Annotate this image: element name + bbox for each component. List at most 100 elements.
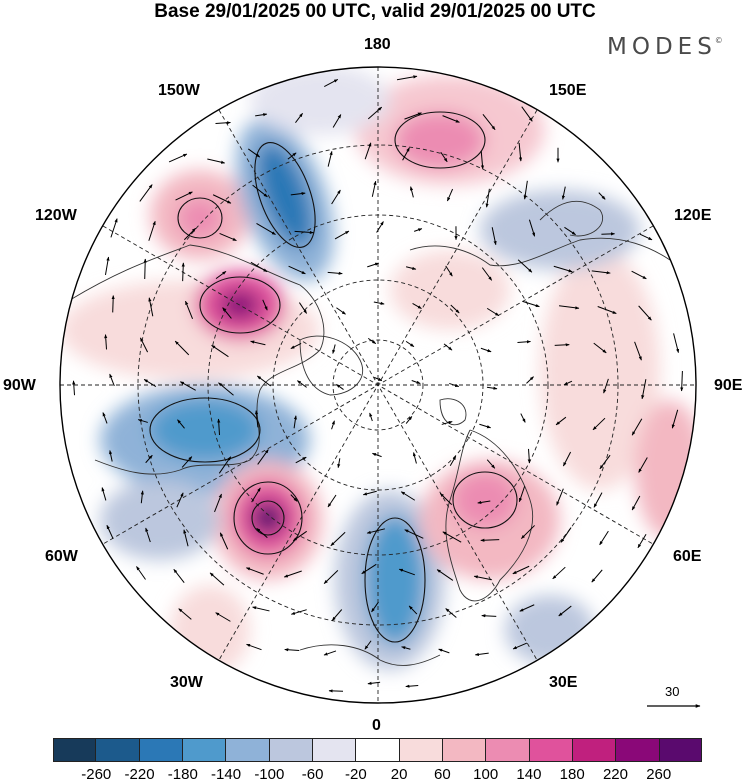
wind-vector-arrow <box>405 266 417 270</box>
wind-vector-arrow <box>526 376 534 384</box>
wind-vector-arrow <box>439 492 453 506</box>
wind-vector-arrow <box>634 341 642 361</box>
wind-vector-arrow <box>246 643 262 651</box>
wind-vector-arrow <box>246 567 264 575</box>
lon-label-180: 180 <box>364 36 391 53</box>
wind-vector-arrow <box>145 527 151 543</box>
wind-vector-arrow <box>332 114 342 128</box>
wind-vector-arrow <box>517 259 533 273</box>
anomaly-blob <box>100 480 220 560</box>
wind-vector-arrow <box>327 494 337 508</box>
lon-label-60e: 60E <box>673 548 702 565</box>
wind-vector-arrow <box>592 417 606 431</box>
wind-vector-arrow <box>331 189 341 205</box>
wind-vector-arrow <box>373 376 383 382</box>
anomaly-blob <box>252 502 284 534</box>
colorbar-tick-label: -20 <box>345 766 367 783</box>
anomaly-blob <box>250 67 390 135</box>
anomaly-blob <box>220 290 260 320</box>
coastline <box>539 200 603 237</box>
wind-vector-arrow <box>411 380 421 384</box>
wind-vector-arrow <box>248 148 261 158</box>
wind-vector-arrow <box>136 566 146 580</box>
wind-vector-arrow <box>521 106 533 122</box>
wind-vector-arrow <box>371 180 377 197</box>
anomaly-blob <box>395 112 485 168</box>
wind-vector-arrow <box>413 228 423 232</box>
map-disc <box>60 67 696 703</box>
colorbar-tick-label: 20 <box>390 766 408 783</box>
wind-vector-arrow <box>400 491 416 501</box>
wind-vector-arrow <box>482 114 496 130</box>
colorbar-tick-label: 100 <box>473 766 499 783</box>
wind-vector-arrow <box>404 529 424 539</box>
wind-vector-arrow <box>104 256 110 276</box>
wind-vector-arrow <box>290 343 302 349</box>
wind-vector-arrow <box>402 147 410 161</box>
colorbar-tick-label: -100 <box>254 766 285 783</box>
wind-vector-arrow <box>181 262 185 282</box>
wind-vector-arrow <box>177 419 185 429</box>
wind-vector-arrow <box>481 267 493 281</box>
wind-vector-arrow <box>641 379 647 400</box>
wind-vector-arrow <box>262 299 268 311</box>
wind-vector-arrow <box>215 121 231 125</box>
wind-vector-arrow <box>474 652 489 656</box>
wind-vector-arrow <box>256 375 271 387</box>
colorbar-cell <box>659 738 702 762</box>
colorbar-cell <box>53 738 97 762</box>
anomaly-blob <box>365 515 425 645</box>
wind-vector-arrow <box>222 307 232 319</box>
wind-vector-arrow <box>287 152 297 160</box>
wind-vector-arrow <box>443 343 453 351</box>
anomaly-blob <box>257 142 313 248</box>
wind-vector-arrow <box>288 265 306 275</box>
wind-vector-arrow <box>521 525 535 539</box>
wind-vector-arrow <box>404 112 422 120</box>
colorbar-tick-label: 260 <box>646 766 672 783</box>
wind-vector-arrow <box>219 232 237 242</box>
wind-vector-arrow <box>139 184 153 202</box>
wind-vector-arrow <box>631 270 647 280</box>
wind-vector-arrow <box>637 533 647 549</box>
wind-vector-arrow <box>184 300 194 320</box>
wind-vector-arrow <box>72 380 76 396</box>
wind-vector-arrow <box>181 456 193 468</box>
coastline <box>439 398 467 426</box>
lon-label-90w: 90W <box>3 377 36 394</box>
wind-vector-arrow <box>292 530 307 542</box>
wind-vector-arrow <box>486 386 498 390</box>
wind-vector-arrow <box>450 304 460 314</box>
lon-label-120e: 120E <box>674 207 712 224</box>
wind-vector-arrow <box>446 188 454 202</box>
wind-vector-arrow <box>593 342 607 354</box>
wind-vector-arrow <box>408 605 418 615</box>
colorbar <box>53 738 702 762</box>
wind-vector-arrow <box>183 529 189 547</box>
wind-vector-arrow <box>298 302 308 314</box>
wind-vector-arrow <box>337 458 341 469</box>
wind-vector-arrow <box>512 642 528 650</box>
anomaly-blob <box>170 585 250 675</box>
colorbar-cell <box>572 738 617 762</box>
wind-vector-arrow <box>297 380 307 388</box>
wind-vector-arrow <box>441 420 453 425</box>
wind-vector-arrow <box>334 230 350 240</box>
wind-vector-arrow <box>638 305 652 321</box>
map-title: Base 29/01/2025 00 UTC, valid 29/01/2025… <box>154 1 596 22</box>
anomaly-blob <box>540 250 660 490</box>
colorbar-tick-label: -260 <box>81 766 112 783</box>
colorbar-cell <box>399 738 443 762</box>
wind-vector-arrow <box>481 614 497 618</box>
wind-vector-arrow <box>362 490 377 496</box>
colorbar-cell <box>486 738 530 762</box>
wind-vector-arrow <box>512 565 530 575</box>
colorbar-cell <box>616 738 660 762</box>
lon-label-0: 0 <box>372 717 381 734</box>
wind-vector-arrow <box>591 569 603 583</box>
wind-vector-arrow <box>284 648 300 652</box>
wind-vector-arrow <box>327 151 333 167</box>
wind-vector-arrow <box>445 265 453 277</box>
wind-vector-arrow <box>528 219 536 237</box>
wind-vector-arrow <box>396 75 418 81</box>
